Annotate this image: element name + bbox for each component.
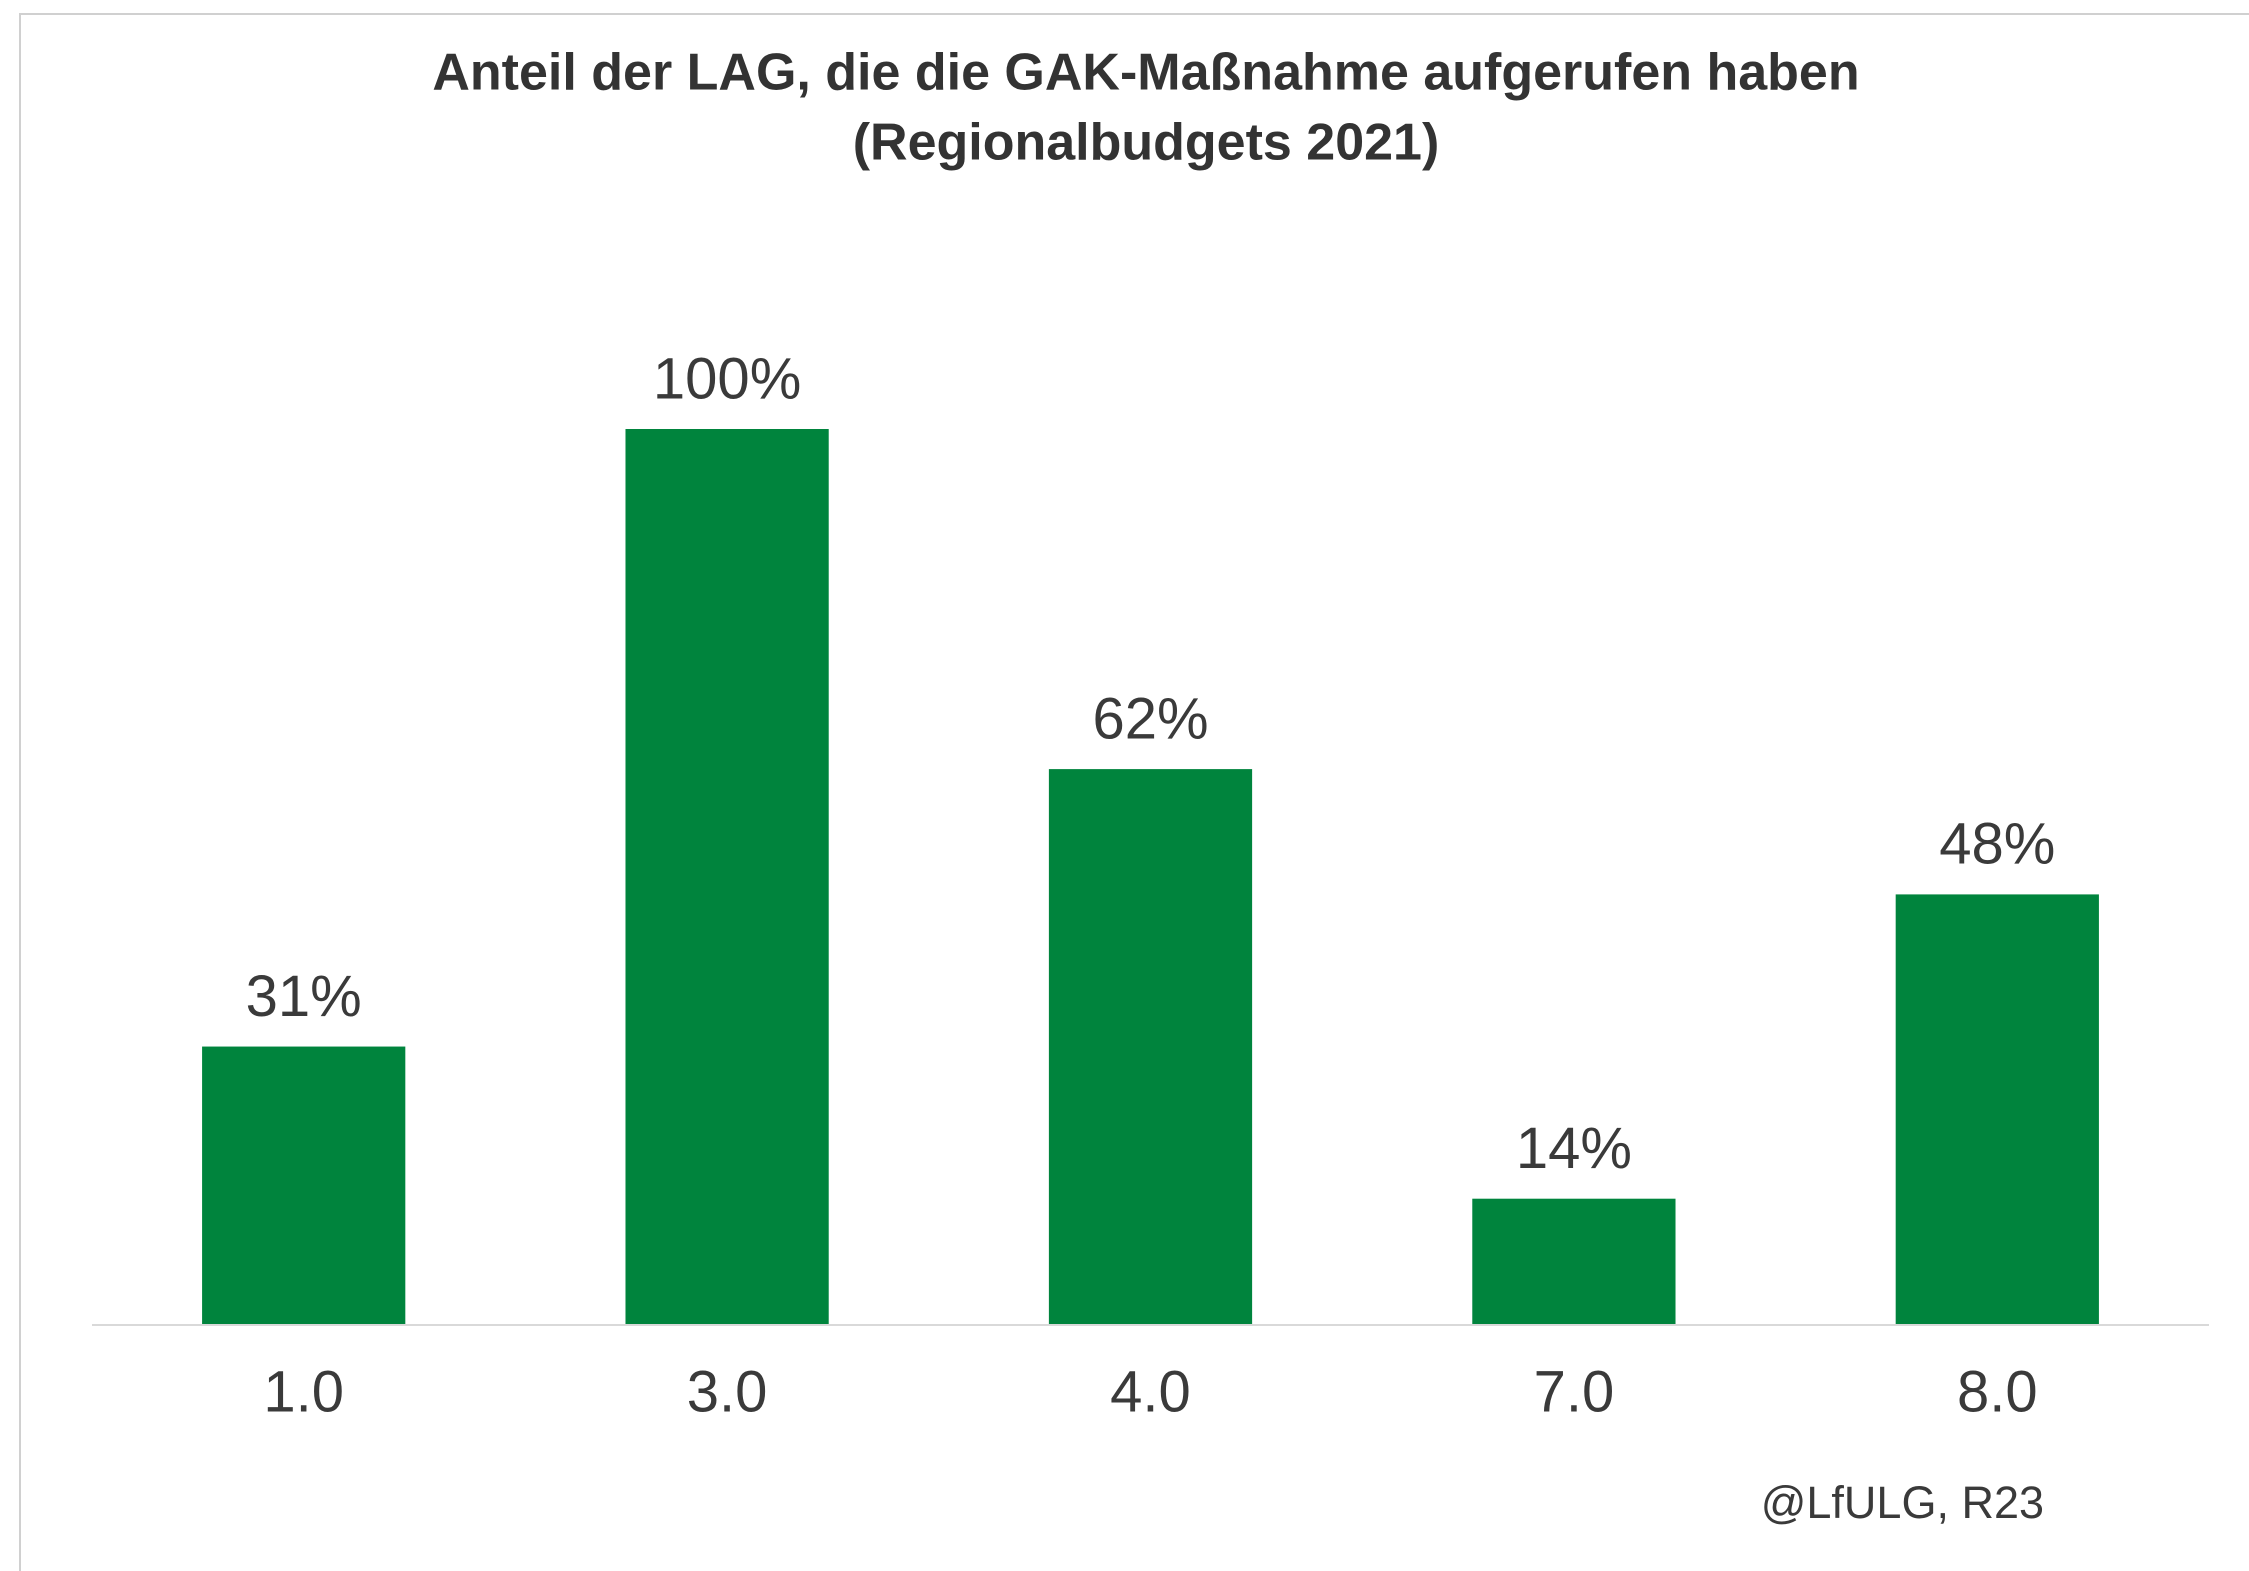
value-label: 100% (653, 346, 801, 411)
bar (1895, 894, 2099, 1324)
value-label: 48% (1939, 812, 2055, 877)
bar (1048, 769, 1253, 1324)
value-label: 14% (1516, 1116, 1632, 1181)
x-tick-label: 7.0 (1534, 1359, 1615, 1424)
bar (202, 1046, 406, 1324)
chart-border (19, 13, 2249, 1571)
source-note: @LfULG, R23 (1761, 1477, 2044, 1528)
value-label: 62% (1092, 686, 1208, 751)
x-tick-label: 8.0 (1957, 1359, 2038, 1424)
value-label: 31% (246, 964, 362, 1029)
chart-title: Anteil der LAG, die die GAK-Maßnahme auf… (432, 44, 1859, 102)
x-tick-label: 4.0 (1110, 1359, 1191, 1424)
chart-subtitle: (Regionalbudgets 2021) (853, 114, 1440, 172)
bar (1472, 1198, 1676, 1324)
x-tick-label: 3.0 (687, 1359, 768, 1424)
x-tick-label: 1.0 (263, 1359, 344, 1424)
bar (625, 429, 829, 1324)
